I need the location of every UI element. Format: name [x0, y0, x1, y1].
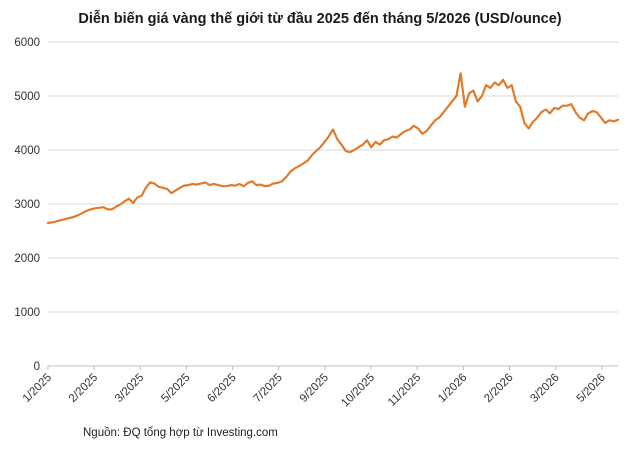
x-tick-label: 7/2025	[252, 372, 285, 405]
x-tick-label: 2/2026	[482, 372, 515, 405]
x-tick-label: 6/2025	[205, 372, 238, 405]
y-tick-labels: 0 1000 2000 3000 4000 5000 6000	[14, 37, 40, 373]
chart-source: Nguồn: ĐQ tổng hợp từ Investing.com	[83, 427, 278, 439]
x-tick-label: 5/2026	[575, 372, 608, 405]
x-tick-label: 11/2025	[386, 372, 423, 409]
y-tick-label: 0	[34, 361, 40, 373]
x-tick-label: 5/2025	[159, 372, 192, 405]
y-tick-label: 4000	[14, 145, 40, 157]
x-tick-label: 2/2025	[67, 372, 100, 405]
x-tick-label: 9/2025	[298, 372, 331, 405]
y-tick-label: 1000	[14, 307, 40, 319]
x-tick-label: 1/2026	[436, 372, 469, 405]
x-tick-label: 3/2025	[113, 372, 146, 405]
x-tick-labels: 1/2025 2/2025 3/2025 5/2025 6/2025 7/2025 9/20…	[21, 366, 608, 410]
series-layer	[46, 72, 620, 224]
y-tick-label: 5000	[14, 91, 40, 103]
gold-price-line	[46, 72, 620, 224]
y-tick-label: 6000	[14, 37, 40, 49]
y-gridlines	[48, 41, 618, 367]
x-tick-label: 1/2025	[21, 372, 54, 405]
y-tick-label: 3000	[14, 199, 40, 211]
chart-title: Diễn biến giá vàng thế giới từ đầu 2025 …	[78, 10, 561, 27]
y-tick-label: 2000	[14, 253, 40, 265]
x-tick-label: 10/2025	[339, 372, 377, 410]
x-tick-label: 3/2026	[528, 372, 561, 405]
